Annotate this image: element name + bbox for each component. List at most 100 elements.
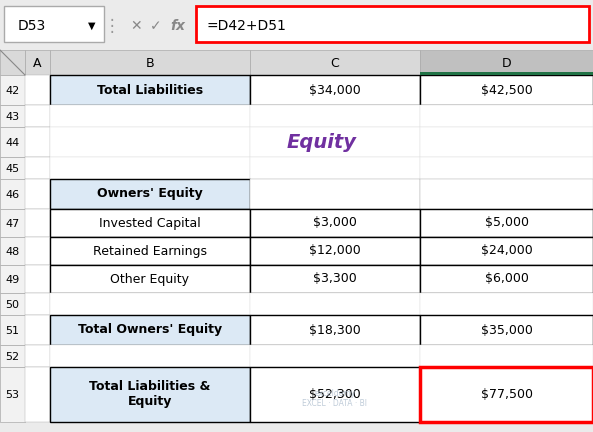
Bar	[25, 50, 50, 75]
Bar	[250, 179, 420, 209]
Bar	[420, 209, 593, 237]
Bar	[0, 179, 25, 209]
Bar	[0, 75, 25, 105]
Bar	[4, 6, 104, 42]
Bar	[0, 105, 25, 127]
Bar	[50, 265, 250, 293]
Text: $5,000: $5,000	[484, 216, 528, 229]
Text: B: B	[146, 57, 154, 70]
Text: $6,000: $6,000	[484, 273, 528, 286]
Text: 42: 42	[5, 86, 20, 96]
Bar	[25, 293, 50, 315]
Text: 52: 52	[5, 352, 20, 362]
Bar	[0, 0, 593, 50]
Bar	[50, 50, 250, 75]
Bar	[250, 75, 420, 105]
Text: ✕: ✕	[130, 19, 142, 33]
Text: $3,000: $3,000	[313, 216, 357, 229]
Bar	[250, 127, 420, 157]
Text: D53: D53	[18, 19, 46, 33]
Bar	[25, 105, 50, 127]
Bar	[420, 293, 593, 315]
Bar	[250, 265, 420, 293]
Bar	[50, 127, 250, 157]
Bar	[250, 315, 420, 345]
Text: $34,000: $34,000	[309, 83, 361, 96]
Bar	[0, 209, 25, 237]
Bar	[250, 50, 420, 75]
Text: Total Liabilities: Total Liabilities	[97, 83, 203, 96]
Bar	[420, 157, 593, 179]
Bar	[250, 157, 420, 179]
Text: $18,300: $18,300	[309, 324, 361, 337]
Bar	[25, 157, 50, 179]
Text: 47: 47	[5, 219, 20, 229]
Text: Equity: Equity	[286, 133, 356, 152]
Bar	[25, 265, 50, 293]
Bar	[50, 367, 250, 422]
Bar	[0, 293, 25, 315]
Bar	[25, 315, 50, 345]
Text: fx: fx	[171, 19, 186, 33]
Text: Other Equity: Other Equity	[110, 273, 190, 286]
Text: 48: 48	[5, 247, 20, 257]
Bar	[25, 75, 50, 105]
Text: =D42+D51: =D42+D51	[206, 19, 286, 33]
Text: 44: 44	[5, 138, 20, 148]
Bar	[250, 237, 420, 265]
Bar	[50, 105, 250, 127]
Bar	[420, 345, 593, 367]
Bar	[420, 72, 593, 75]
Text: Owners' Equity: Owners' Equity	[97, 187, 203, 200]
Bar	[420, 50, 593, 75]
Text: 51: 51	[5, 326, 20, 336]
Bar	[0, 157, 25, 179]
Text: 53: 53	[5, 391, 20, 400]
Bar	[50, 209, 250, 237]
Text: $52,300: $52,300	[309, 388, 361, 401]
Bar	[250, 367, 420, 422]
Bar	[420, 75, 593, 105]
Text: $12,000: $12,000	[309, 245, 361, 257]
Bar	[420, 237, 593, 265]
Text: exceldemy
EXCEL · DATA · BI: exceldemy EXCEL · DATA · BI	[302, 389, 368, 408]
Bar	[50, 345, 250, 367]
Text: ▼: ▼	[88, 21, 95, 31]
Bar	[50, 179, 250, 209]
Bar	[420, 127, 593, 157]
Text: $3,300: $3,300	[313, 273, 357, 286]
Text: C: C	[331, 57, 339, 70]
Bar	[196, 6, 589, 42]
Bar	[0, 50, 25, 75]
Text: $42,500: $42,500	[480, 83, 533, 96]
Bar	[0, 315, 25, 345]
Text: Total Owners' Equity: Total Owners' Equity	[78, 324, 222, 337]
Text: ✓: ✓	[150, 19, 162, 33]
Bar	[420, 265, 593, 293]
Bar	[50, 75, 250, 105]
Text: 50: 50	[5, 300, 20, 310]
Text: A: A	[33, 57, 42, 70]
Bar	[50, 157, 250, 179]
Bar	[25, 127, 50, 157]
Text: 45: 45	[5, 164, 20, 174]
Bar	[25, 209, 50, 237]
Text: D: D	[502, 57, 511, 70]
Bar	[420, 179, 593, 209]
Bar	[420, 367, 593, 422]
Bar	[0, 265, 25, 293]
Text: 49: 49	[5, 275, 20, 285]
Bar	[250, 345, 420, 367]
Bar	[420, 315, 593, 345]
Bar	[25, 367, 50, 422]
Bar	[50, 237, 250, 265]
Text: $35,000: $35,000	[480, 324, 533, 337]
Bar	[0, 345, 25, 367]
Text: $77,500: $77,500	[480, 388, 533, 401]
Bar	[50, 293, 250, 315]
Bar	[50, 315, 250, 345]
Bar	[0, 237, 25, 265]
Text: Total Liabilities &
Equity: Total Liabilities & Equity	[90, 381, 211, 409]
Text: 43: 43	[5, 112, 20, 122]
Bar	[25, 179, 50, 209]
